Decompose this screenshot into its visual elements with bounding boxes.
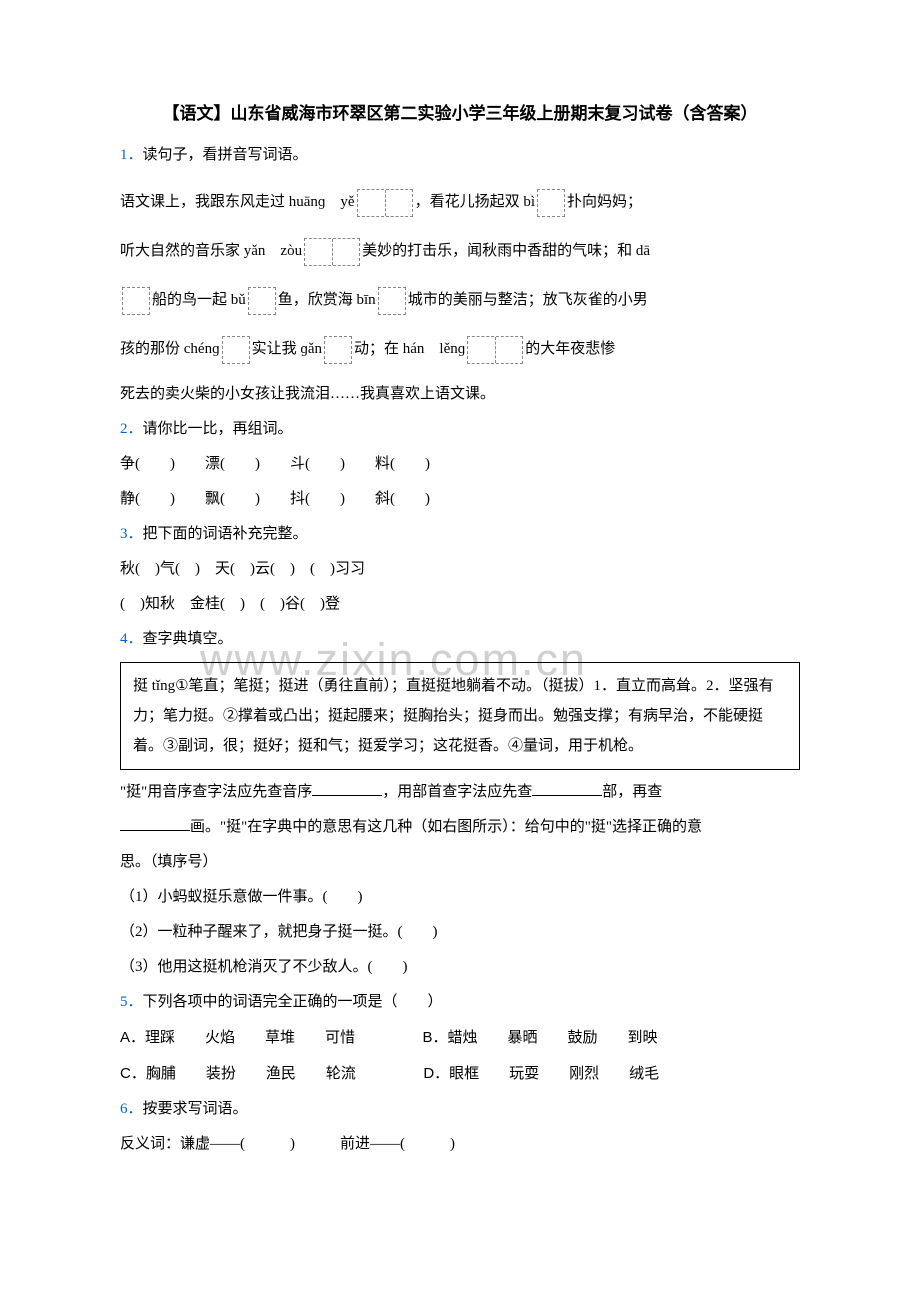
q5-opt-a[interactable]: A．理踩 火焰 草堆 可惜 bbox=[120, 1029, 355, 1046]
q5-opt-c[interactable]: C．胸脯 装扮 渔民 轮流 bbox=[120, 1065, 356, 1082]
q1-p3c: 城市的美丽与整洁；放飞灰雀的小男 bbox=[408, 292, 648, 308]
q3-prompt: 3．把下面的词语补充完整。 bbox=[120, 518, 800, 551]
q1-p3b: 鱼，欣赏海 bīn bbox=[278, 292, 376, 308]
q5-opt-d[interactable]: D．眼框 玩耍 刚烈 绒毛 bbox=[423, 1065, 659, 1082]
blank-input[interactable] bbox=[532, 781, 602, 796]
q6-num: 6． bbox=[120, 1101, 143, 1117]
q4-f2: 画。"挺"在字典中的意思有这几种（如右图所示）：给句中的"挺"选择正确的意 bbox=[190, 819, 702, 835]
q4-f1b: ，用部首查字法应先查 bbox=[382, 784, 532, 800]
blank-input[interactable] bbox=[312, 781, 382, 796]
q4-text: 查字典填空。 bbox=[143, 631, 233, 647]
q5-text: 下列各项中的词语完全正确的一项是（ ） bbox=[143, 994, 443, 1010]
q2-line2: 静( ) 飘( ) 抖( ) 斜( ) bbox=[120, 483, 800, 516]
answer-box[interactable] bbox=[467, 336, 523, 364]
q4-sub1: （1）小蚂蚁挺乐意做一件事。( ) bbox=[120, 881, 800, 914]
q5-num: 5． bbox=[120, 994, 143, 1010]
content: 【语文】山东省威海市环翠区第二实验小学三年级上册期末复习试卷（含答案） 1．读句… bbox=[120, 100, 800, 1161]
q1-para5: 死去的卖火柴的小女孩让我流泪……我真喜欢上语文课。 bbox=[120, 378, 800, 411]
q6-prompt: 6．按要求写词语。 bbox=[120, 1093, 800, 1126]
answer-box[interactable] bbox=[304, 238, 360, 266]
q4-sub3: （3）他用这挺机枪消灭了不少敌人。( ) bbox=[120, 951, 800, 984]
q1-para3: 船的鸟一起 bǔ 鱼，欣赏海 bīn 城市的美丽与整洁；放飞灰雀的小男 bbox=[120, 284, 800, 317]
q4-fill3: 思。（填序号） bbox=[120, 846, 800, 879]
dictionary-box: 挺 tǐng①笔直；笔挺；挺进（勇往直前）；直挺挺地躺着不动。（挺拔）1．直立而… bbox=[120, 662, 800, 770]
q5-prompt: 5．下列各项中的词语完全正确的一项是（ ） bbox=[120, 986, 800, 1019]
q2-line1: 争( ) 漂( ) 斗( ) 料( ) bbox=[120, 448, 800, 481]
q3-num: 3． bbox=[120, 526, 143, 542]
page-title: 【语文】山东省威海市环翠区第二实验小学三年级上册期末复习试卷（含答案） bbox=[120, 100, 800, 127]
q3-text: 把下面的词语补充完整。 bbox=[143, 526, 308, 542]
answer-box[interactable] bbox=[378, 287, 406, 315]
answer-box[interactable] bbox=[357, 189, 413, 217]
answer-box[interactable] bbox=[248, 287, 276, 315]
q1-p4c: 动；在 hán lěnɡ bbox=[354, 341, 465, 357]
q1-p2b: 美妙的打击乐，闻秋雨中香甜的气味；和 dā bbox=[362, 243, 650, 259]
q4-f1a: "挺"用音序查字法应先查音序 bbox=[120, 784, 312, 800]
q3-line2: ( )知秋 金桂( ) ( )谷( )登 bbox=[120, 588, 800, 621]
q2-text: 请你比一比，再组词。 bbox=[143, 421, 293, 437]
q2-num: 2． bbox=[120, 421, 143, 437]
q3-line1: 秋( )气( ) 天( )云( ) ( )习习 bbox=[120, 553, 800, 586]
q1-p4d: 的大年夜悲惨 bbox=[525, 341, 615, 357]
q4-num: 4． bbox=[120, 631, 143, 647]
q4-sub2: （2）一粒种子醒来了，就把身子挺一挺。( ) bbox=[120, 916, 800, 949]
q1-prompt: 1．读句子，看拼音写词语。 bbox=[120, 139, 800, 172]
answer-box[interactable] bbox=[222, 336, 250, 364]
q1-p1a: 语文课上，我跟东风走过 huānɡ yě bbox=[120, 194, 355, 210]
q1-p1b: ，看花儿扬起双 bì bbox=[415, 194, 535, 210]
q1-p2a: 听大自然的音乐家 yǎn zòu bbox=[120, 243, 302, 259]
q1-p3a: 船的鸟一起 bǔ bbox=[152, 292, 246, 308]
q1-para4: 孩的那份 chénɡ 实让我 ɡǎn 动；在 hán lěnɡ 的大年夜悲惨 bbox=[120, 333, 800, 366]
answer-box[interactable] bbox=[324, 336, 352, 364]
q1-p1c: 扑向妈妈； bbox=[567, 194, 642, 210]
q6-text: 按要求写词语。 bbox=[143, 1101, 248, 1117]
q4-prompt: 4．查字典填空。 bbox=[120, 623, 800, 656]
q4-fill1: "挺"用音序查字法应先查音序 ，用部首查字法应先查 部，再查 bbox=[120, 776, 800, 809]
blank-input[interactable] bbox=[120, 816, 190, 831]
answer-box[interactable] bbox=[122, 287, 150, 315]
q6-line1: 反义词：谦虚——( ) 前进——( ) bbox=[120, 1128, 800, 1161]
q1-para2: 听大自然的音乐家 yǎn zòu 美妙的打击乐，闻秋雨中香甜的气味；和 dā bbox=[120, 235, 800, 268]
q4-fill2: 画。"挺"在字典中的意思有这几种（如右图所示）：给句中的"挺"选择正确的意 bbox=[120, 811, 800, 844]
q1-text: 读句子，看拼音写词语。 bbox=[143, 147, 308, 163]
q4-f1c: 部，再查 bbox=[602, 784, 662, 800]
q5-opt-b[interactable]: B．蜡烛 暴晒 鼓励 到映 bbox=[423, 1029, 658, 1046]
q1-p4b: 实让我 ɡǎn bbox=[252, 341, 322, 357]
q1-p4a: 孩的那份 chénɡ bbox=[120, 341, 220, 357]
q1-num: 1． bbox=[120, 147, 143, 163]
q5-options-row1: A．理踩 火焰 草堆 可惜 B．蜡烛 暴晒 鼓励 到映 bbox=[120, 1021, 800, 1055]
q5-options-row2: C．胸脯 装扮 渔民 轮流 D．眼框 玩耍 刚烈 绒毛 bbox=[120, 1057, 800, 1091]
q1-para1: 语文课上，我跟东风走过 huānɡ yě ，看花儿扬起双 bì 扑向妈妈； bbox=[120, 186, 800, 219]
answer-box[interactable] bbox=[537, 189, 565, 217]
q2-prompt: 2．请你比一比，再组词。 bbox=[120, 413, 800, 446]
